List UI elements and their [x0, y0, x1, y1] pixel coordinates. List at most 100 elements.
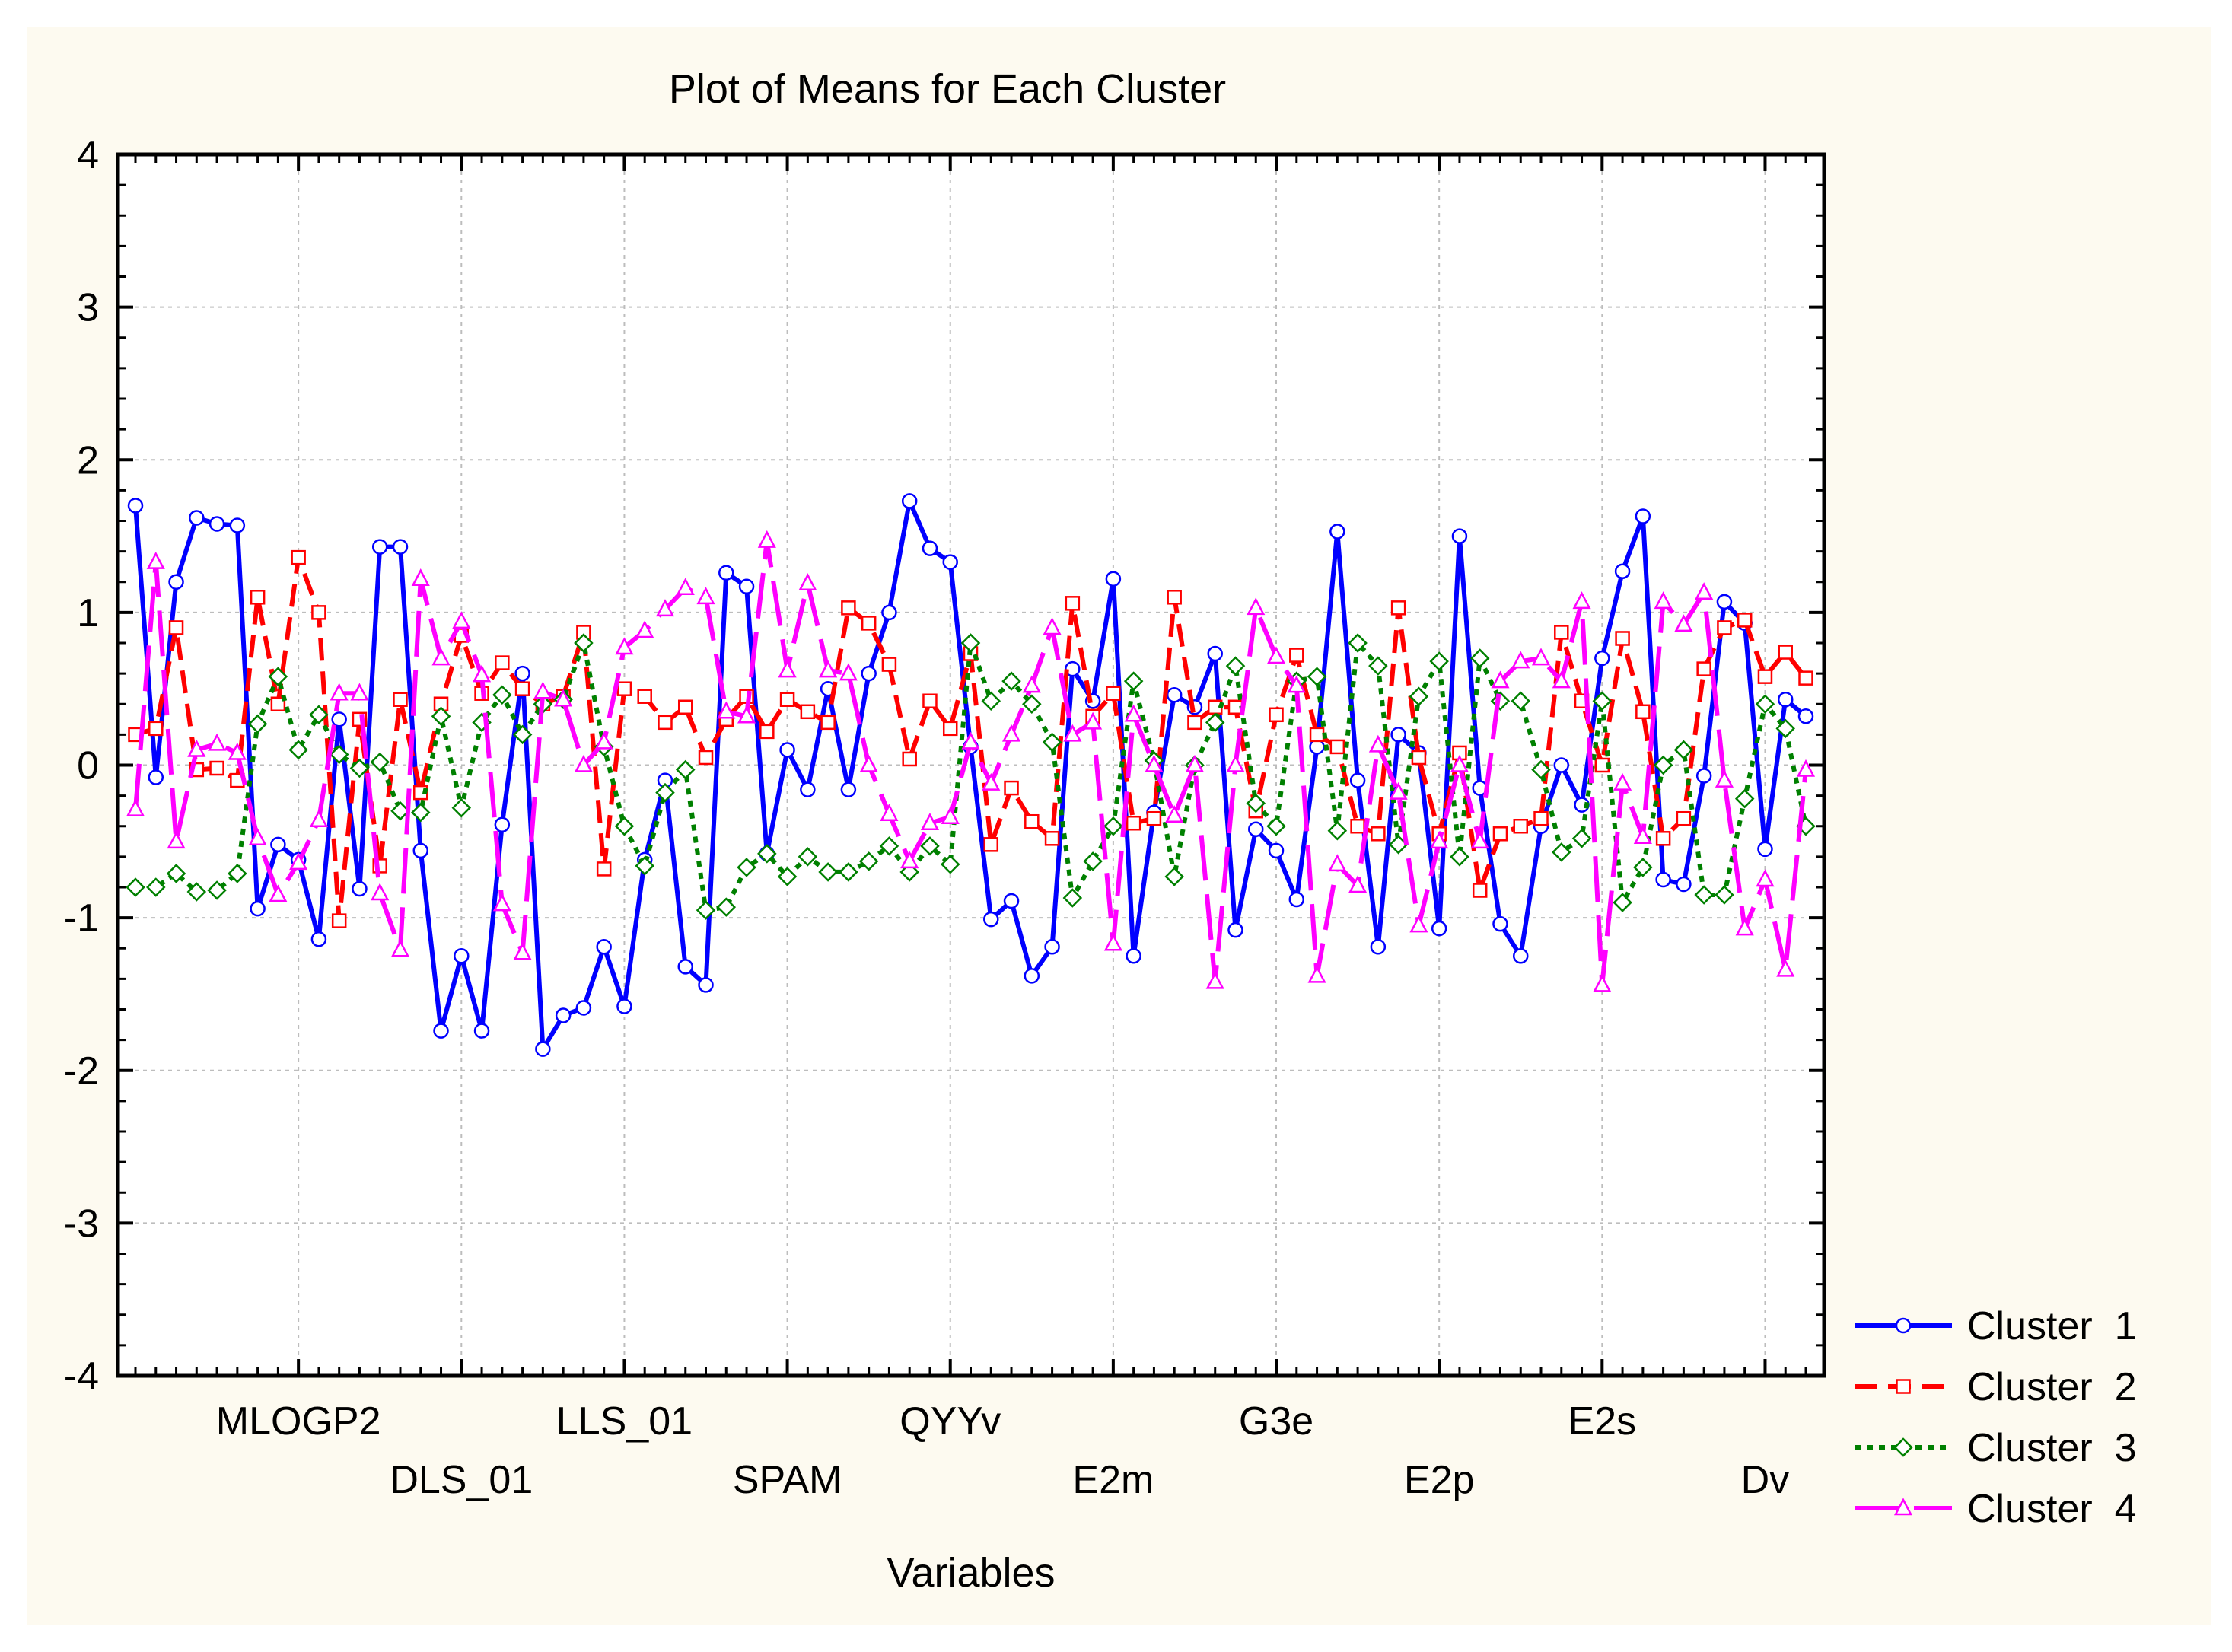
data-point	[1166, 686, 1183, 703]
data-point	[1024, 968, 1040, 984]
data-point	[1755, 694, 1775, 715]
data-point	[1695, 582, 1714, 600]
data-point	[942, 554, 958, 570]
chart-title: Plot of Means for Each Cluster	[669, 66, 1226, 112]
data-point	[209, 516, 225, 532]
data-point	[309, 705, 329, 725]
data-point	[1146, 810, 1162, 826]
data-point	[1673, 740, 1694, 760]
data-point	[839, 663, 858, 681]
data-point	[596, 938, 612, 955]
y-tick-label: 1	[77, 591, 99, 635]
data-point	[1001, 724, 1021, 742]
data-point	[1309, 727, 1325, 743]
data-point	[879, 836, 899, 856]
data-point	[352, 880, 368, 897]
data-point	[1106, 686, 1121, 701]
data-point	[494, 816, 511, 832]
data-point	[840, 781, 857, 797]
x-tick-label: E2p	[1404, 1458, 1475, 1502]
data-point	[431, 706, 451, 727]
data-point	[1553, 757, 1570, 773]
data-point	[370, 752, 390, 772]
data-point	[902, 751, 917, 767]
data-point	[146, 551, 165, 569]
data-point	[982, 772, 1001, 791]
data-point	[186, 882, 207, 902]
data-point	[1409, 686, 1429, 706]
data-point	[1043, 617, 1062, 635]
data-point	[187, 739, 206, 757]
data-point	[1187, 715, 1202, 731]
data-point	[1613, 772, 1632, 791]
data-point	[1469, 648, 1490, 668]
data-point	[1796, 759, 1816, 777]
data-point	[1676, 810, 1692, 826]
data-point	[637, 689, 652, 704]
data-point	[1717, 620, 1732, 635]
legend-marker	[1893, 1437, 1913, 1457]
data-point	[1349, 772, 1366, 788]
data-point	[859, 754, 878, 772]
data-point	[1226, 754, 1245, 772]
data-point	[1533, 810, 1549, 826]
data-point	[207, 880, 227, 900]
data-point	[1103, 933, 1122, 951]
data-point	[1635, 704, 1651, 720]
legend-label: Cluster 1	[1967, 1304, 2137, 1348]
data-point	[1044, 938, 1060, 955]
data-point	[1371, 826, 1386, 842]
data-point	[1593, 974, 1612, 992]
data-point	[1246, 793, 1266, 813]
data-point	[1450, 847, 1469, 867]
data-point	[555, 1007, 572, 1023]
data-point	[800, 704, 816, 720]
y-tick-label: 3	[77, 286, 99, 330]
data-point	[1003, 893, 1020, 909]
data-point	[900, 851, 919, 869]
data-point	[433, 1023, 449, 1039]
y-tick-label: 2	[77, 438, 99, 482]
data-point	[696, 587, 715, 605]
data-point	[942, 721, 958, 737]
data-point	[800, 781, 816, 797]
data-point	[1450, 754, 1469, 772]
data-point	[1492, 915, 1508, 932]
data-point	[1511, 651, 1530, 669]
data-point	[881, 657, 897, 672]
data-point	[148, 721, 164, 737]
data-point	[841, 600, 856, 616]
data-point	[1389, 781, 1408, 800]
series-cluster-4	[126, 530, 1816, 992]
data-point	[208, 733, 227, 751]
data-point	[1164, 867, 1184, 886]
data-point	[1735, 918, 1754, 936]
y-tick-label: 4	[77, 133, 99, 177]
data-point	[1776, 959, 1795, 977]
data-point	[1409, 915, 1428, 933]
data-point	[1737, 613, 1753, 628]
data-point	[1225, 656, 1246, 676]
data-point	[371, 883, 390, 901]
data-point	[940, 855, 960, 874]
data-point	[635, 856, 654, 876]
data-point	[757, 844, 777, 864]
data-point	[349, 758, 370, 778]
data-point	[1145, 754, 1164, 772]
data-point	[331, 913, 347, 928]
data-point	[451, 797, 472, 818]
y-tick-label: -2	[64, 1049, 99, 1093]
data-point	[127, 498, 144, 514]
data-point	[880, 804, 899, 821]
data-point	[1757, 669, 1773, 684]
data-point	[675, 759, 696, 780]
legend-marker	[1893, 1498, 1913, 1516]
data-point	[820, 715, 836, 731]
data-point	[1001, 671, 1021, 691]
data-point	[1165, 805, 1184, 823]
data-point	[431, 648, 451, 666]
data-point	[1430, 831, 1449, 849]
x-tick-label: E2m	[1072, 1458, 1154, 1502]
data-point	[250, 900, 266, 917]
legend-label: Cluster 3	[1967, 1426, 2137, 1470]
